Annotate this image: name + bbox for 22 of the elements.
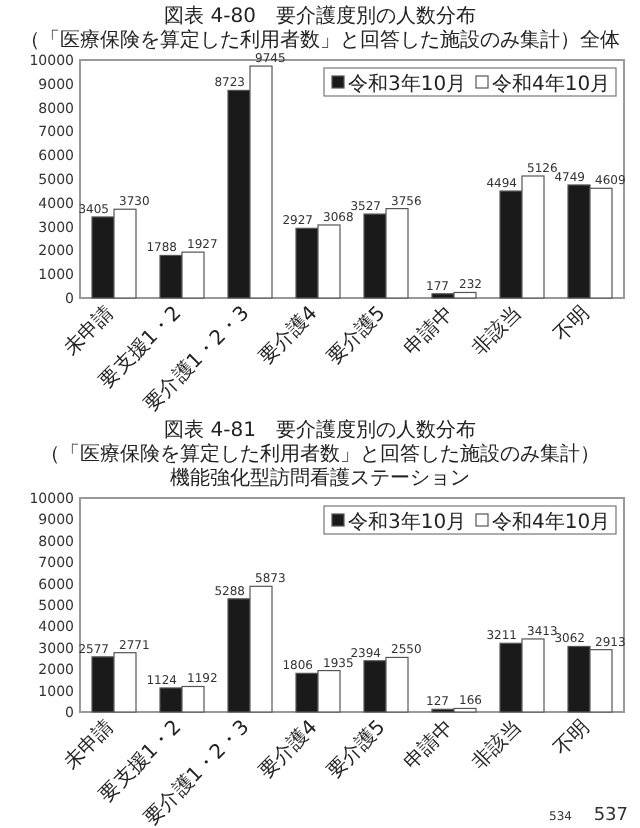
legend-label: 令和4年10月 [492, 510, 611, 534]
x-tick-label: 申請中 [398, 715, 459, 775]
x-tick-label: 要介護5 [321, 715, 391, 784]
text: 機能強化型訪問看護ステーション [170, 466, 470, 490]
x-tick-label: 申請中 [398, 301, 459, 361]
chart-subtitle: （「医療保険を算定した利用者数」と回答した施設のみ集計）全体 [20, 28, 620, 52]
x-tick-label: 要介護4 [253, 715, 323, 784]
x-tick-label: 未申請 [58, 715, 119, 775]
text: 537 [593, 806, 628, 826]
legend-label: 令和3年10月 [348, 72, 467, 96]
x-tick-label: 不明 [550, 302, 595, 347]
chart-title: 図表 4-80 要介護度別の人数分布 [164, 4, 476, 28]
x-tick-label: 要介護4 [253, 301, 323, 370]
x-tick-label: 非該当 [466, 715, 527, 775]
x-tick-label: 未申請 [58, 301, 119, 361]
legend-label: 令和3年10月 [348, 510, 467, 534]
x-tick-label: 要介護5 [321, 301, 391, 370]
chart-title: 図表 4-81 要介護度別の人数分布 [164, 418, 476, 442]
legend-label: 令和4年10月 [492, 72, 611, 96]
x-tick-label: 非該当 [466, 301, 527, 361]
chart-subtitle: （「医療保険を算定した利用者数」と回答した施設のみ集計） [40, 442, 600, 466]
x-tick-label: 不明 [550, 716, 595, 761]
